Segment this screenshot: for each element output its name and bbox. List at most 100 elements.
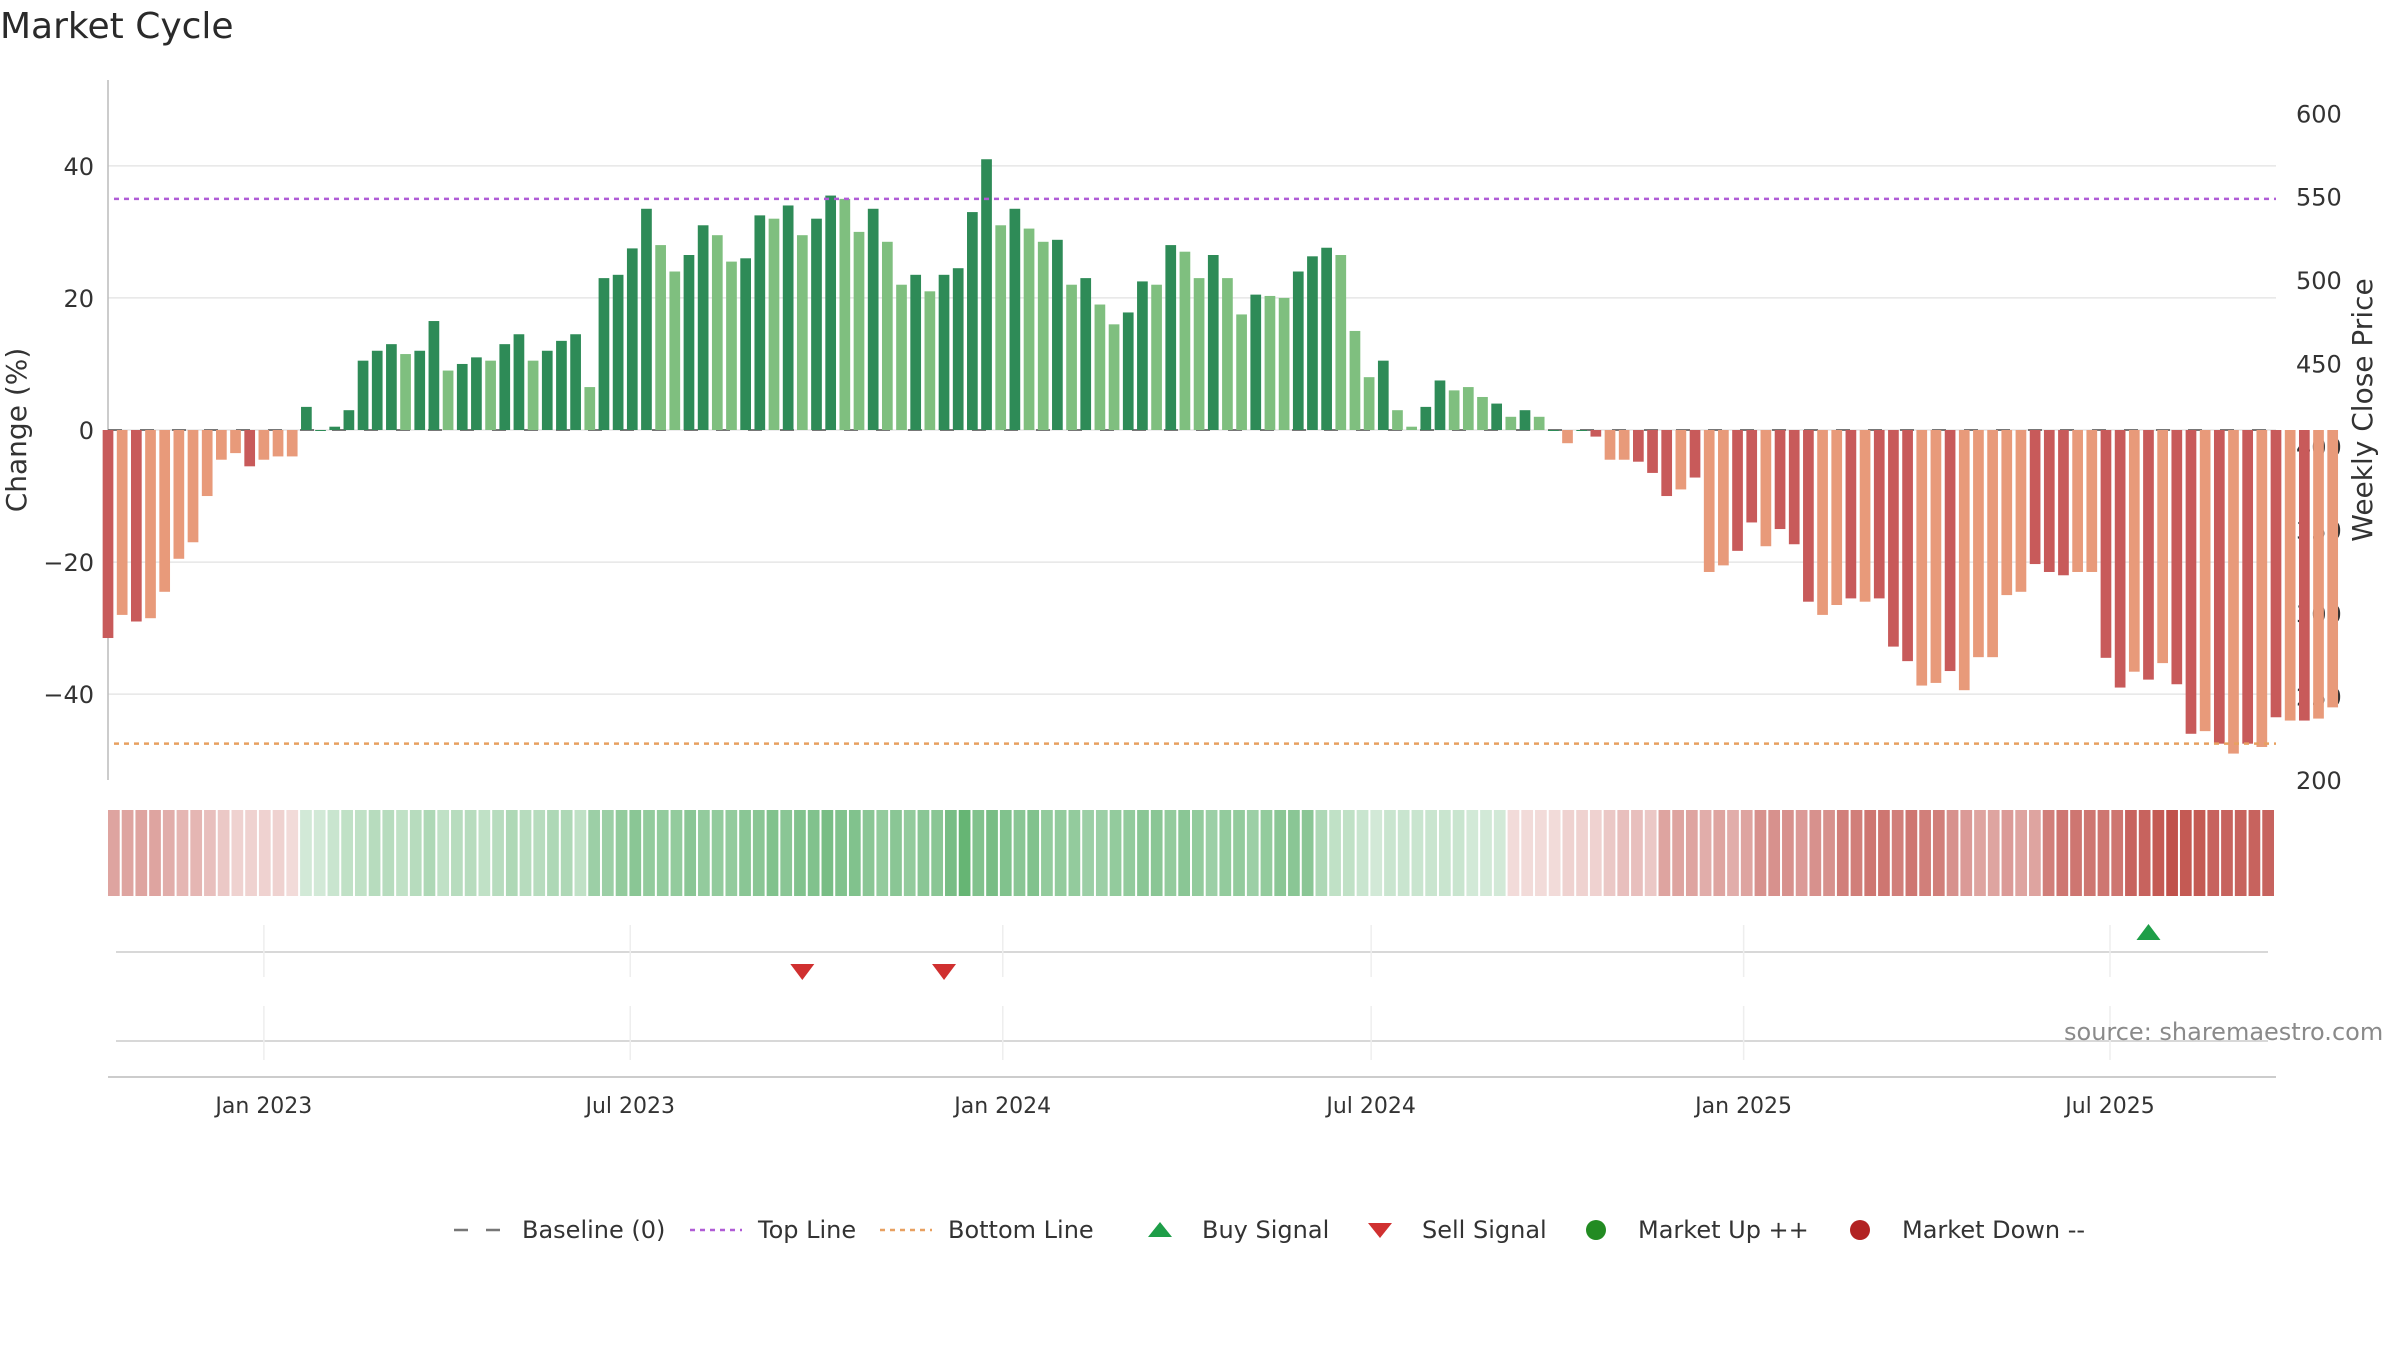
bar bbox=[825, 195, 837, 430]
heat-band-cell bbox=[1631, 810, 1643, 896]
heat-band-cell bbox=[574, 810, 587, 896]
heat-band-cell bbox=[835, 810, 847, 896]
heat-band-cell bbox=[1644, 810, 1657, 896]
legend-item-sell: Sell Signal bbox=[1352, 1210, 1547, 1250]
heat-band-cell bbox=[2001, 810, 2014, 896]
heat-band-cell bbox=[1548, 810, 1561, 896]
heat-band-cell bbox=[917, 810, 930, 896]
heat-band-cell bbox=[2234, 810, 2247, 896]
bar bbox=[655, 245, 666, 430]
bar bbox=[1562, 430, 1573, 444]
heat-band-cell bbox=[478, 810, 491, 896]
bar bbox=[796, 235, 808, 430]
heat-band-cell bbox=[1658, 810, 1671, 896]
heat-band-cell bbox=[931, 810, 944, 896]
heat-band-cell bbox=[1974, 810, 1986, 896]
bar bbox=[485, 360, 496, 430]
bar bbox=[1222, 278, 1233, 430]
heat-band-cell bbox=[2070, 810, 2082, 896]
heat-band-cell bbox=[1452, 810, 1465, 896]
heat-band-cell bbox=[1905, 810, 1918, 896]
bar bbox=[896, 284, 907, 430]
bar bbox=[584, 387, 596, 430]
bar bbox=[1377, 360, 1389, 430]
heat-band-cell bbox=[451, 810, 463, 896]
heat-band-cell bbox=[2179, 810, 2192, 896]
heat-band-cell bbox=[656, 810, 669, 896]
heat-band-cell bbox=[423, 810, 436, 896]
heat-band-cell bbox=[1576, 810, 1588, 896]
heat-band-cell bbox=[1987, 810, 2000, 896]
bar bbox=[1108, 324, 1120, 430]
bar bbox=[924, 291, 936, 430]
bar bbox=[301, 406, 312, 430]
bar bbox=[116, 430, 128, 615]
heat-band-cell bbox=[1603, 810, 1616, 896]
heat-band-cell bbox=[725, 810, 738, 896]
heat-band-cell bbox=[1672, 810, 1684, 896]
bar bbox=[1448, 390, 1460, 430]
bar bbox=[1732, 430, 1743, 551]
bar bbox=[726, 261, 737, 430]
bar bbox=[1987, 430, 1998, 658]
heat-band-cell bbox=[2193, 810, 2206, 896]
bar bbox=[1519, 410, 1531, 430]
heat-band-cell bbox=[739, 810, 751, 896]
heat-band-cell bbox=[1164, 810, 1177, 896]
triangle-up-icon bbox=[1132, 1218, 1202, 1242]
bar bbox=[1661, 430, 1673, 497]
source-label: source: sharemaestro.com bbox=[2064, 1018, 2384, 1046]
heat-band-cell bbox=[794, 810, 806, 896]
heat-band-cell bbox=[1521, 810, 1534, 896]
bar bbox=[258, 430, 270, 460]
heat-band-cell bbox=[601, 810, 614, 896]
bar bbox=[570, 334, 581, 430]
bar bbox=[1151, 284, 1162, 430]
heat-band-cell bbox=[1850, 810, 1863, 896]
bar bbox=[244, 430, 256, 467]
bar bbox=[1590, 430, 1602, 437]
legend-label: Top Line bbox=[758, 1216, 857, 1244]
bar bbox=[499, 344, 511, 430]
heat-band-cell bbox=[533, 810, 546, 896]
bar bbox=[201, 430, 213, 497]
bar bbox=[102, 430, 114, 639]
heat-band-cell bbox=[300, 810, 312, 896]
heat-band-cell bbox=[1137, 810, 1149, 896]
bar bbox=[1349, 330, 1361, 430]
bar bbox=[1363, 377, 1375, 430]
heat-band-cell bbox=[1288, 810, 1300, 896]
dash-line-icon bbox=[452, 1220, 522, 1240]
sell-signal-marker bbox=[790, 964, 815, 980]
heat-band-cell bbox=[1809, 810, 1822, 896]
heat-band-cell bbox=[1150, 810, 1163, 896]
heat-band-cell bbox=[2138, 810, 2151, 896]
heat-band-cell bbox=[1397, 810, 1410, 896]
x-tick-label: Jul 2025 bbox=[2063, 1094, 2155, 1119]
heat-band-cell bbox=[1740, 810, 1753, 896]
bar bbox=[1944, 430, 1956, 672]
heat-band-cell bbox=[1123, 810, 1136, 896]
bar bbox=[541, 350, 553, 430]
bar bbox=[173, 430, 185, 559]
bar bbox=[853, 231, 865, 430]
bar bbox=[272, 430, 284, 457]
heat-band-cell bbox=[821, 810, 834, 896]
heat-band-cell bbox=[890, 810, 902, 896]
bar bbox=[1122, 312, 1134, 430]
bar bbox=[2284, 430, 2296, 721]
bar bbox=[598, 278, 610, 430]
bar bbox=[386, 344, 397, 430]
legend-item-top: Top Line bbox=[688, 1210, 856, 1250]
heat-band-cell bbox=[162, 810, 175, 896]
bar bbox=[471, 357, 482, 430]
bar bbox=[2143, 430, 2154, 680]
bar bbox=[2228, 430, 2239, 754]
y2-axis-title: Weekly Close Price bbox=[2346, 278, 2379, 541]
bar bbox=[145, 430, 156, 619]
bar bbox=[711, 235, 723, 430]
heat-band-cell bbox=[972, 810, 985, 896]
heat-band-cell bbox=[519, 810, 532, 896]
heat-band-cell bbox=[615, 810, 628, 896]
